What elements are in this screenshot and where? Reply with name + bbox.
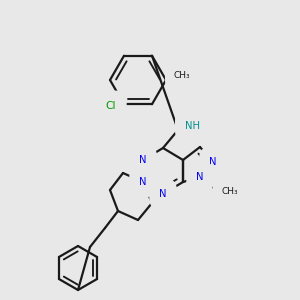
Text: CH₃: CH₃: [174, 71, 190, 80]
Text: NH: NH: [185, 121, 200, 131]
Text: Cl: Cl: [106, 101, 116, 111]
Text: N: N: [196, 172, 204, 182]
Text: N: N: [159, 189, 167, 199]
Text: CH₃: CH₃: [222, 187, 238, 196]
Text: N: N: [209, 157, 217, 167]
Text: N: N: [139, 177, 147, 187]
Text: N: N: [139, 155, 147, 165]
